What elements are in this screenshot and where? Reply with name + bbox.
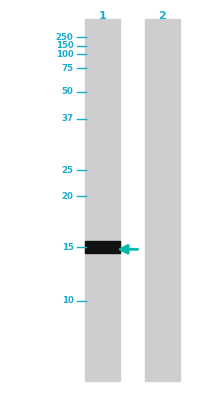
Text: 50: 50 [62,88,73,96]
Text: 20: 20 [61,192,73,200]
Bar [144,18,179,382]
Text: 100: 100 [55,50,73,58]
Text: 25: 25 [61,166,73,174]
Text: 250: 250 [55,32,73,42]
Text: 10: 10 [61,296,73,305]
Text: 2: 2 [158,11,165,21]
Text: 75: 75 [61,64,73,73]
Text: 1: 1 [98,11,106,21]
Text: 150: 150 [55,41,73,50]
Bar [85,242,119,253]
Bar [85,18,119,382]
Text: 15: 15 [61,243,73,252]
Text: 37: 37 [61,114,73,123]
